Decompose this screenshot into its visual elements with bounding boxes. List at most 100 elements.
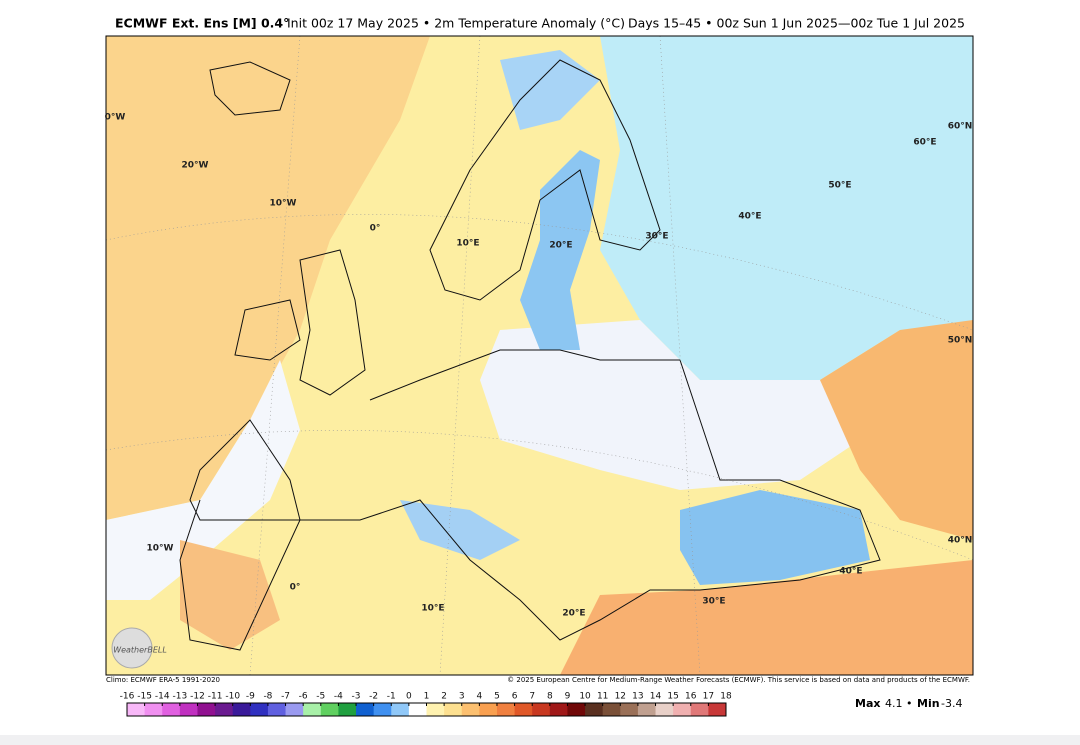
colorbar-label: -13 xyxy=(173,692,188,702)
colorbar-segment xyxy=(602,703,621,716)
colorbar-label: 6 xyxy=(512,692,518,702)
grid-label: 20°E xyxy=(549,241,572,251)
title-detail: Init 00z 17 May 2025 • 2m Temperature An… xyxy=(287,16,625,31)
colorbar-label: -10 xyxy=(225,692,240,702)
warm-iberia xyxy=(180,540,280,650)
colorbar-segment xyxy=(673,703,692,716)
grid-label: 20°W xyxy=(182,161,209,171)
min-label: Min xyxy=(917,697,940,710)
colorbar-label: 3 xyxy=(459,692,465,702)
colorbar-label: 8 xyxy=(547,692,553,702)
title-period: Days 15–45 • 00z Sun 1 Jun 2025—00z Tue … xyxy=(628,16,965,31)
colorbar-label: -8 xyxy=(263,692,272,702)
copyright: © 2025 European Centre for Medium-Range … xyxy=(507,676,970,684)
colorbar-segment xyxy=(461,703,480,716)
grid-label: 10°W xyxy=(270,199,297,209)
colorbar-segment xyxy=(708,703,727,716)
colorbar-label: 18 xyxy=(720,692,732,702)
colorbar-label: -2 xyxy=(369,692,378,702)
colorbar-label: 10 xyxy=(579,692,591,702)
grid-label: 0° xyxy=(290,583,301,593)
colorbar-label: 1 xyxy=(424,692,430,702)
colorbar-segment xyxy=(514,703,533,716)
grid-label: 60°N xyxy=(948,122,973,132)
grid-label: 20°E xyxy=(562,609,585,619)
neutral-patch xyxy=(480,320,860,490)
grid-label: 30°E xyxy=(702,597,725,607)
scandinavia-cool xyxy=(500,50,600,130)
bottom-band xyxy=(0,735,1080,745)
grid-label: 40°N xyxy=(948,536,973,546)
colorbar-segment xyxy=(197,703,216,716)
colorbar-label: 9 xyxy=(565,692,571,702)
colorbar-label: 7 xyxy=(529,692,535,702)
colorbar-label: -7 xyxy=(281,692,290,702)
colorbar-label: 4 xyxy=(476,692,482,702)
colorbar-segment xyxy=(144,703,163,716)
colorbar-segment xyxy=(567,703,586,716)
grid-label: 10°W xyxy=(147,544,174,554)
max-label: Max xyxy=(855,697,880,710)
colorbar-segment xyxy=(127,703,146,716)
colorbar-label: -6 xyxy=(299,692,308,702)
colorbar-label: -1 xyxy=(387,692,396,702)
colorbar-segment xyxy=(496,703,516,716)
colorbar-segment xyxy=(620,703,639,716)
colorbar-segment xyxy=(162,703,181,716)
grid-label: 40°E xyxy=(738,212,761,222)
grid-label: 10°E xyxy=(456,239,479,249)
colorbar-segment xyxy=(232,703,251,716)
black-sea xyxy=(680,490,870,585)
colorbar-label: 17 xyxy=(703,692,714,702)
colorbar-label: -14 xyxy=(155,692,170,702)
colorbar-label: -5 xyxy=(316,692,325,702)
grid-label: 10°E xyxy=(421,604,444,614)
separator: • xyxy=(906,697,913,710)
colorbar-segment xyxy=(285,703,304,716)
colorbar-segment xyxy=(338,703,357,716)
min-value: -3.4 xyxy=(941,697,962,710)
colorbar-segment xyxy=(690,703,709,716)
colorbar-label: -12 xyxy=(190,692,205,702)
grid-label: 50°N xyxy=(948,336,973,346)
grid-label: 40°E xyxy=(839,567,862,577)
max-value: 4.1 xyxy=(885,697,903,710)
colorbar-label: 12 xyxy=(615,692,626,702)
colorbar-label: 15 xyxy=(667,692,678,702)
colorbar-segment xyxy=(215,703,234,716)
colorbar-label: 5 xyxy=(494,692,500,702)
coastline xyxy=(429,59,661,301)
colorbar-segment xyxy=(426,703,445,716)
colorbar-segment xyxy=(356,703,375,716)
colorbar-segment xyxy=(637,703,657,716)
colorbar-segment xyxy=(479,703,498,716)
colorbar-segment xyxy=(267,703,287,716)
warm-ocean xyxy=(106,36,430,520)
colorbar-label: -15 xyxy=(137,692,152,702)
colorbar-segment xyxy=(549,703,568,716)
colorbar-segment xyxy=(408,703,427,716)
grid-label: 50°E xyxy=(828,181,851,191)
colorbar-segment xyxy=(391,703,410,716)
coastline xyxy=(209,61,291,116)
colorbar-segment xyxy=(532,703,551,716)
colorbar-segment xyxy=(179,703,198,716)
alps-cool xyxy=(400,500,520,560)
colorbar-label: 11 xyxy=(597,692,608,702)
colorbar-label: -16 xyxy=(120,692,135,702)
colorbar-label: -9 xyxy=(246,692,255,702)
colorbar-segment xyxy=(303,703,322,716)
logo-mark xyxy=(111,627,153,669)
logo: WeatherBELL xyxy=(111,627,167,669)
colorbar-label: -3 xyxy=(352,692,361,702)
colorbar-segment xyxy=(373,703,392,716)
climo-note: Climo: ECMWF ERA-5 1991-2020 xyxy=(106,676,220,684)
colorbar: -16 -15 -14 -13 -12 -11 -10 -9 -8 -7 -6 -5 -4 -3 -2 -1 0… xyxy=(120,692,732,717)
graticule xyxy=(106,36,973,675)
grid-label: 0°W xyxy=(105,113,126,123)
colorbar-segment xyxy=(444,703,463,716)
cool-east xyxy=(600,36,973,380)
colorbar-label: 0 xyxy=(406,692,412,702)
